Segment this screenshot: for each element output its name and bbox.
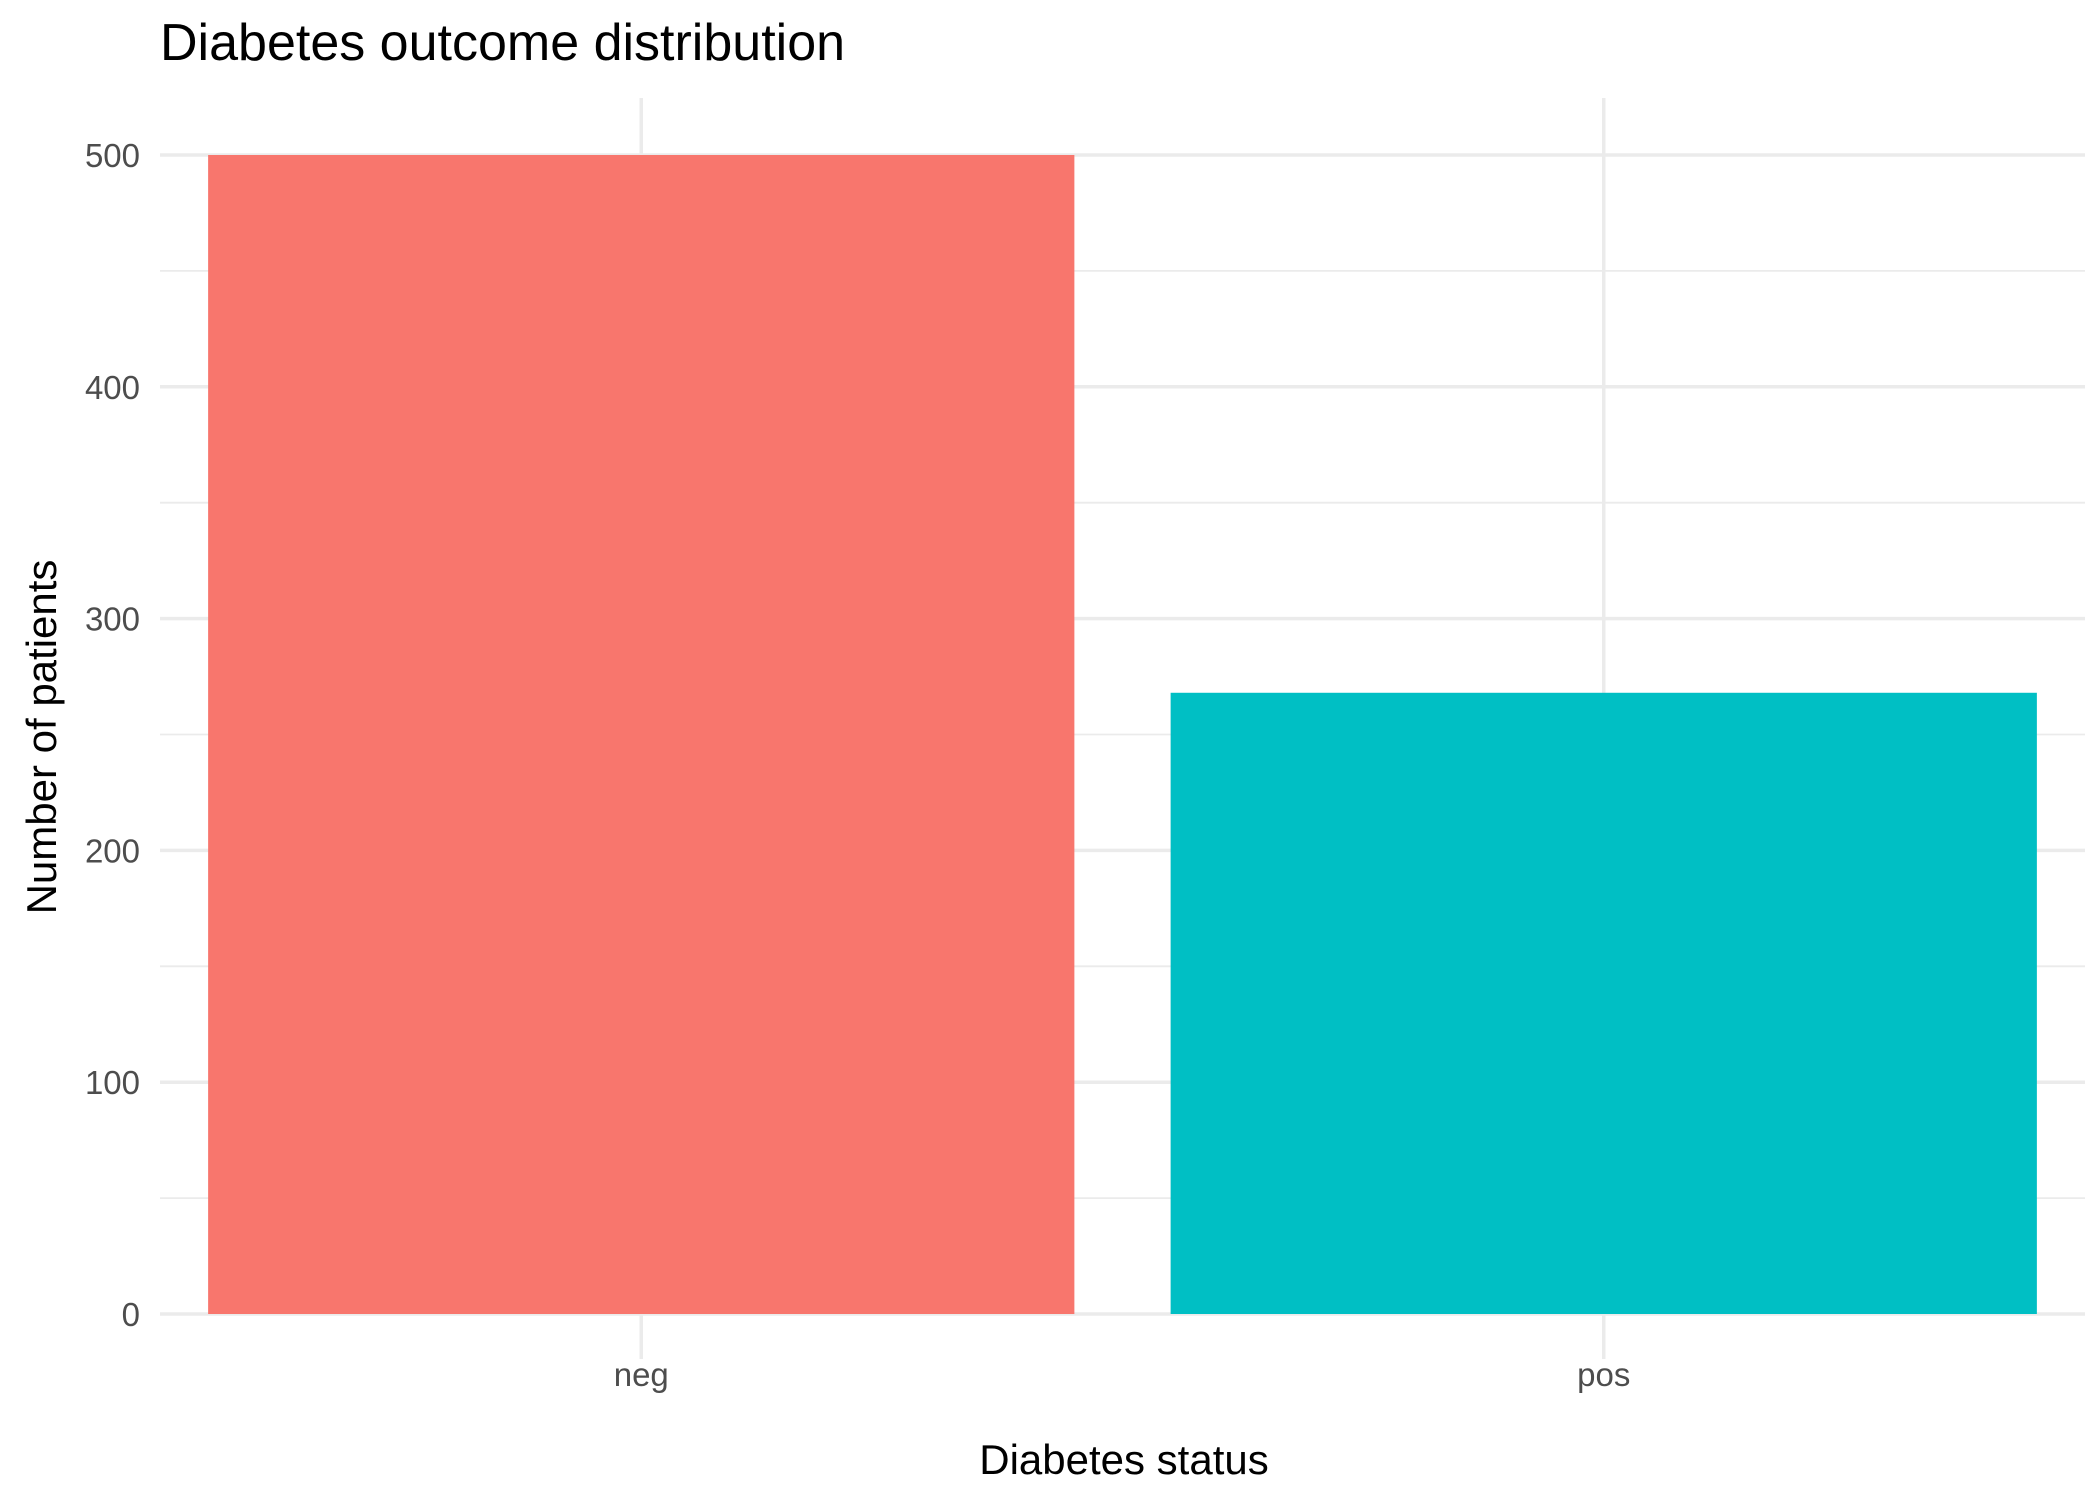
y-tick-label: 500 bbox=[85, 137, 140, 174]
bar-neg bbox=[208, 155, 1075, 1314]
x-tick-label-pos: pos bbox=[1577, 1356, 1630, 1393]
y-tick-label: 200 bbox=[85, 832, 140, 869]
y-tick-label: 300 bbox=[85, 601, 140, 638]
bar-pos bbox=[1170, 692, 2037, 1314]
x-axis-title: Diabetes status bbox=[979, 1436, 1269, 1483]
y-tick-label: 100 bbox=[85, 1064, 140, 1101]
chart-title: Diabetes outcome distribution bbox=[160, 14, 845, 72]
x-tick-label-neg: neg bbox=[614, 1356, 669, 1393]
y-tick-label: 0 bbox=[122, 1296, 140, 1333]
y-axis-ticks: 0 100 200 300 400 500 bbox=[85, 137, 140, 1333]
x-axis-ticks: neg pos bbox=[614, 1356, 1631, 1393]
bars bbox=[208, 155, 2037, 1314]
y-tick-label: 400 bbox=[85, 369, 140, 406]
y-axis-title: Number of patients bbox=[18, 560, 65, 915]
